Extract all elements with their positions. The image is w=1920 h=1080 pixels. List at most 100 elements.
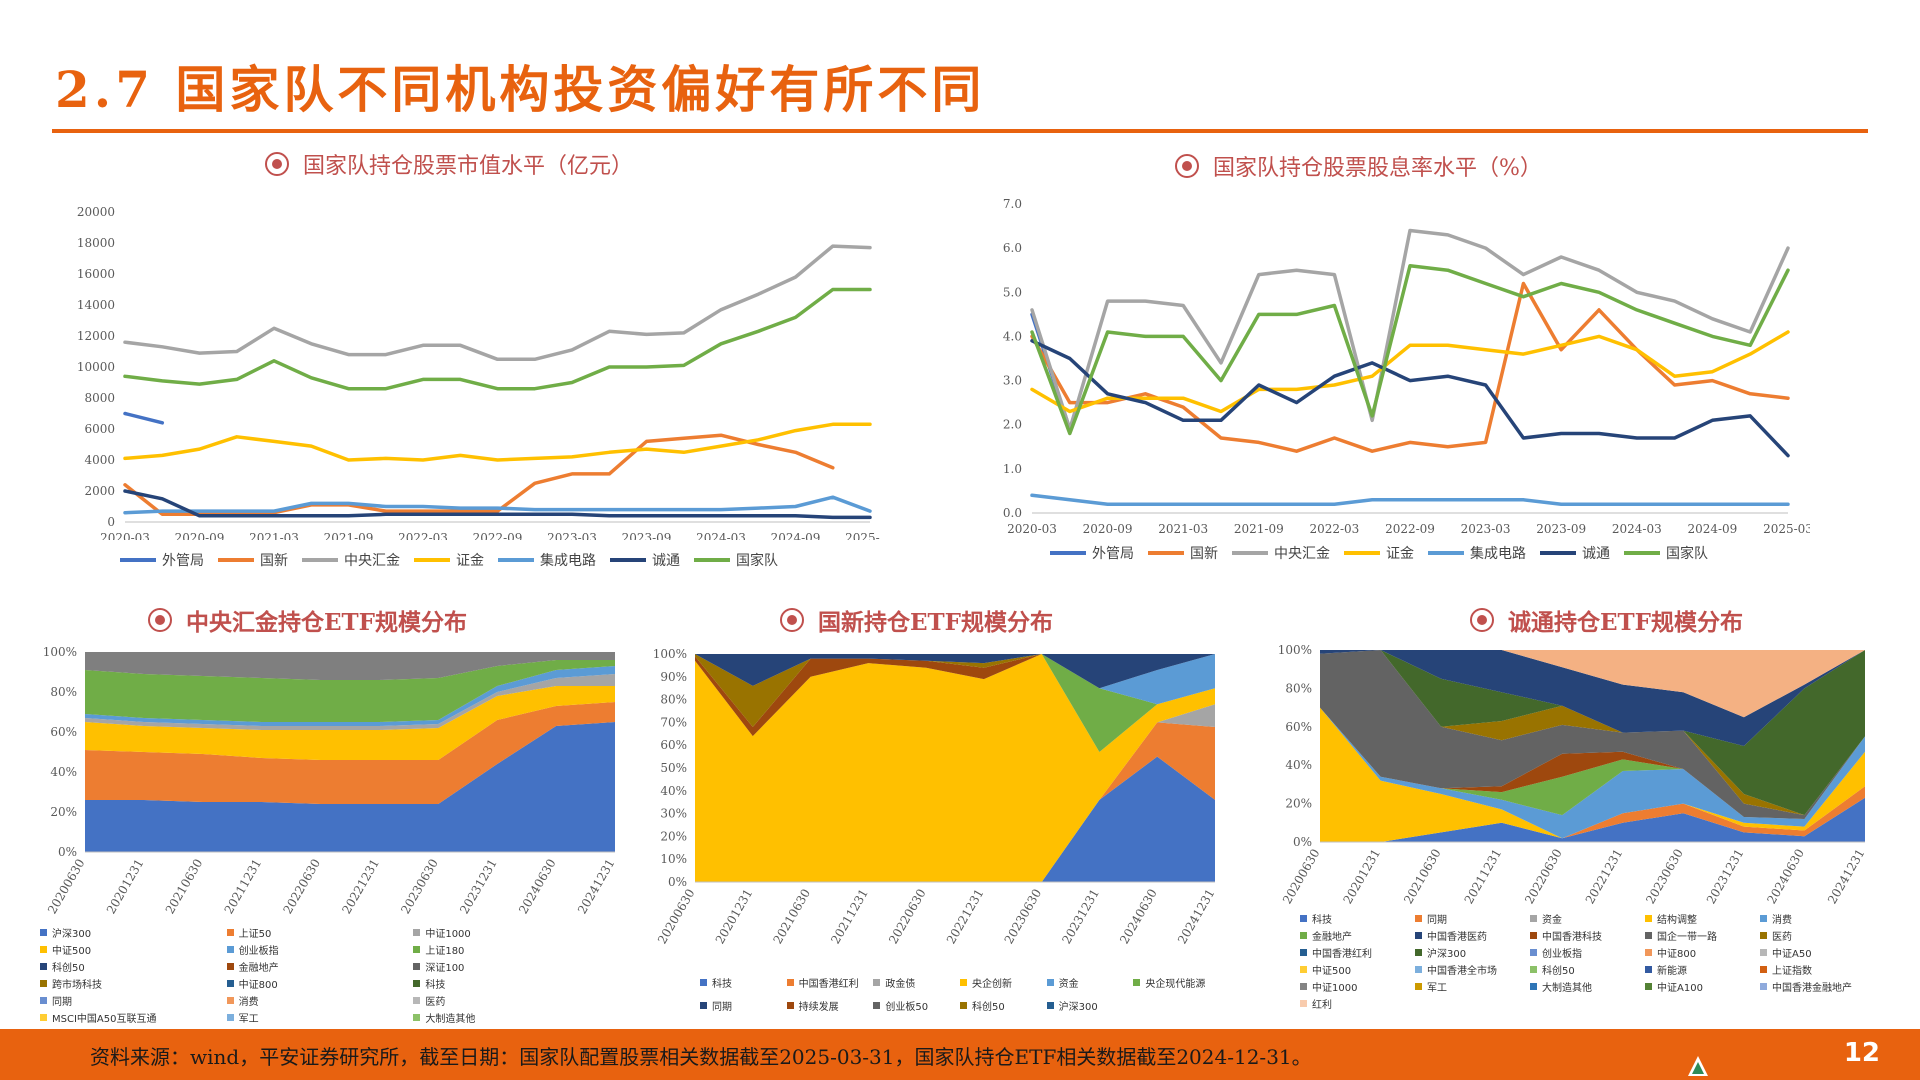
legend-swatch: [413, 963, 421, 970]
legend-item: 金融地产: [1300, 928, 1415, 943]
series-line-国新: [123, 433, 835, 517]
area-band-科技: [1320, 797, 1865, 842]
legend-label: 中证800: [1657, 949, 1697, 960]
legend-label: 创业板50: [885, 1002, 929, 1013]
legend-item: 科技: [413, 976, 600, 991]
series-line-集成电路: [123, 495, 872, 515]
area-band-持续发展: [695, 654, 1215, 737]
area-band-央企现代能源: [695, 654, 1215, 752]
y-tick-label: 60%: [50, 725, 77, 739]
legend-label: MSCI中国A50互联互通: [52, 1014, 157, 1025]
legend-swatch: [498, 558, 534, 562]
legend-item: 中证A50: [1760, 945, 1875, 960]
legend-swatch: [959, 979, 967, 986]
legend-item: 集成电路: [498, 550, 596, 570]
x-tick-label: 20221231: [944, 887, 987, 947]
chart-svg: 0.0 1.0 2.0 3.0 4.0 5.0 6.0 7.0 2020-03 2020-09 20…: [1003, 197, 1810, 535]
page-number: 12: [1843, 1038, 1880, 1068]
legend-swatch: [1415, 932, 1422, 939]
bullet-icon: [1470, 608, 1494, 632]
legend-label: 央企现代能源: [1145, 979, 1206, 990]
x-tick-label: 2024-09: [1687, 522, 1737, 535]
legend-swatch: [1300, 932, 1307, 939]
legend-label: 中证800: [238, 980, 278, 991]
legend-item: 新能源: [1645, 962, 1760, 977]
legend-swatch: [1760, 966, 1767, 973]
legend-swatch: [302, 558, 338, 562]
x-tick-label: 20220630: [280, 857, 323, 917]
x-tick-label: 2020-03: [1007, 522, 1057, 535]
legend-label: 同期: [52, 997, 72, 1008]
x-tick-label: 20240630: [1117, 887, 1160, 947]
source-note: 资料来源：wind，平安证券研究所，截至日期：国家队配置股票相关数据截至2025…: [90, 1045, 1312, 1069]
y-tick-label: 40%: [50, 765, 77, 779]
legend-item: 科创50: [959, 998, 1047, 1013]
legend-label: 科创50: [971, 1002, 1005, 1013]
legend-label: 持续发展: [798, 1002, 839, 1013]
legend-label: 军工: [238, 1014, 259, 1025]
y-tick-label: 80%: [660, 693, 687, 707]
legend-swatch: [1645, 915, 1652, 922]
chart5-heading: 诚通持仓ETF规模分布: [1470, 603, 1743, 637]
legend-swatch: [1428, 551, 1464, 555]
x-tick-label: 20240630: [516, 857, 559, 917]
x-tick-label: 20230630: [1643, 847, 1686, 907]
legend-item: 消费: [226, 993, 414, 1008]
y-tick-label: 1.0: [1003, 462, 1022, 476]
x-tick-label: 2025-03: [1763, 522, 1810, 535]
legend-item: 科创50: [1530, 962, 1645, 977]
legend-label: 政金债: [885, 979, 916, 990]
legend-label: 资金: [1542, 915, 1562, 926]
series-line-中央汇金: [123, 244, 872, 362]
x-tick-label: 2021-03: [249, 531, 299, 540]
legend-label: 中国香港全市场: [1427, 966, 1497, 977]
legend-item: 同期: [700, 998, 787, 1013]
legend-label: 同期: [712, 1002, 732, 1013]
y-tick-label: 5.0: [1003, 285, 1022, 299]
legend-swatch: [226, 1014, 234, 1021]
legend-swatch: [1415, 949, 1422, 956]
legend-swatch: [959, 1002, 967, 1009]
bullet-icon: [265, 152, 289, 176]
x-tick-label: 20211231: [1462, 847, 1505, 907]
legend-swatch: [1645, 983, 1652, 990]
logo-icon: [1688, 1056, 1708, 1076]
legend-label: 军工: [1427, 983, 1447, 994]
legend-item: 国家队: [694, 550, 778, 570]
legend-item: 外管局: [1050, 543, 1134, 563]
legend-label: 中国香港红利: [1312, 949, 1372, 960]
y-tick-label: 40%: [1285, 758, 1312, 772]
legend-swatch: [413, 980, 421, 987]
x-tick-label: 20231231: [1059, 887, 1102, 947]
legend-item: 沪深300: [1046, 998, 1134, 1013]
x-tick-label: 2022-09: [1385, 522, 1435, 535]
legend-swatch: [1760, 932, 1767, 939]
legend-swatch: [1300, 1000, 1307, 1007]
legend-swatch: [1415, 966, 1422, 973]
legend-item: 中证A100: [1645, 979, 1760, 994]
x-tick-label: 20200630: [655, 887, 698, 947]
legend-label: 资金: [1058, 979, 1079, 990]
huijin-etf-area-chart: 0% 20% 40% 60% 80% 100% 20200630 20201231 202106…: [30, 640, 630, 920]
legend-item: 军工: [1415, 979, 1530, 994]
y-tick-label: 30%: [660, 807, 687, 821]
market-value-line-chart: 0 2000 4000 6000 8000 10000 12000 14000 16000 180…: [70, 190, 880, 540]
area-band-沪深300: [695, 704, 1215, 882]
legend-item: 资金: [1530, 911, 1645, 926]
y-tick-label: 80%: [1285, 681, 1312, 695]
legend-item: 国新: [1148, 543, 1218, 563]
chart5-title: 诚通持仓ETF规模分布: [1508, 609, 1743, 636]
legend-swatch: [40, 997, 47, 1004]
legend-item: 诚通: [1540, 543, 1610, 563]
x-tick-label: 2022-03: [398, 531, 448, 540]
legend-label: 科创50: [1542, 966, 1575, 977]
legend-label: 央企创新: [971, 979, 1012, 990]
y-tick-label: 0.0: [1003, 506, 1022, 520]
legend-swatch: [1232, 551, 1268, 555]
legend-swatch: [1540, 551, 1576, 555]
legend-label: 金融地产: [238, 963, 279, 974]
y-tick-label: 20%: [660, 829, 687, 843]
area-band-沪深300: [1320, 650, 1865, 746]
legend-item: MSCI中国A50互联互通: [40, 1010, 227, 1025]
x-tick-label: 20200630: [45, 857, 88, 917]
